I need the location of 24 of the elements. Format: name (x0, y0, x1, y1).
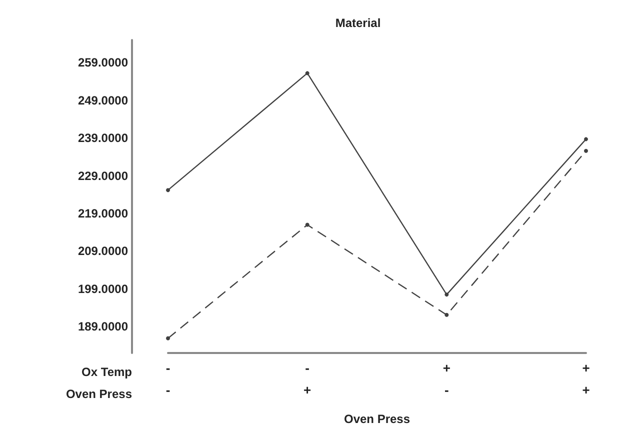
y-tick-label: 249.0000 (78, 93, 128, 108)
point (584, 148, 588, 153)
x-tick-label: - - (166, 360, 170, 398)
chart-title: Material (335, 16, 381, 30)
x-tick-label: - + (304, 360, 312, 398)
y-tick-label: 199.0000 (78, 282, 128, 296)
y-tick-label: 189.0000 (78, 320, 128, 334)
point (444, 292, 449, 297)
x-tick-label: + - (442, 360, 451, 398)
point (166, 336, 170, 340)
y-tick-label: 259.0000 (78, 56, 128, 70)
y-tick-label: 229.0000 (78, 168, 128, 183)
y-tick-label: 219.0000 (78, 206, 128, 220)
y-tick-label: 209.0000 (78, 244, 128, 258)
y-tick-label: 239.0000 (78, 131, 128, 146)
x-axis-title: Oven Press (344, 412, 410, 426)
text: Ox Temp (82, 365, 132, 379)
point (305, 71, 310, 76)
x-tick-label: + + (582, 360, 590, 398)
point (444, 312, 449, 317)
point (584, 137, 588, 142)
point (166, 188, 170, 192)
text: Oven Press (66, 387, 132, 401)
point (305, 222, 310, 227)
